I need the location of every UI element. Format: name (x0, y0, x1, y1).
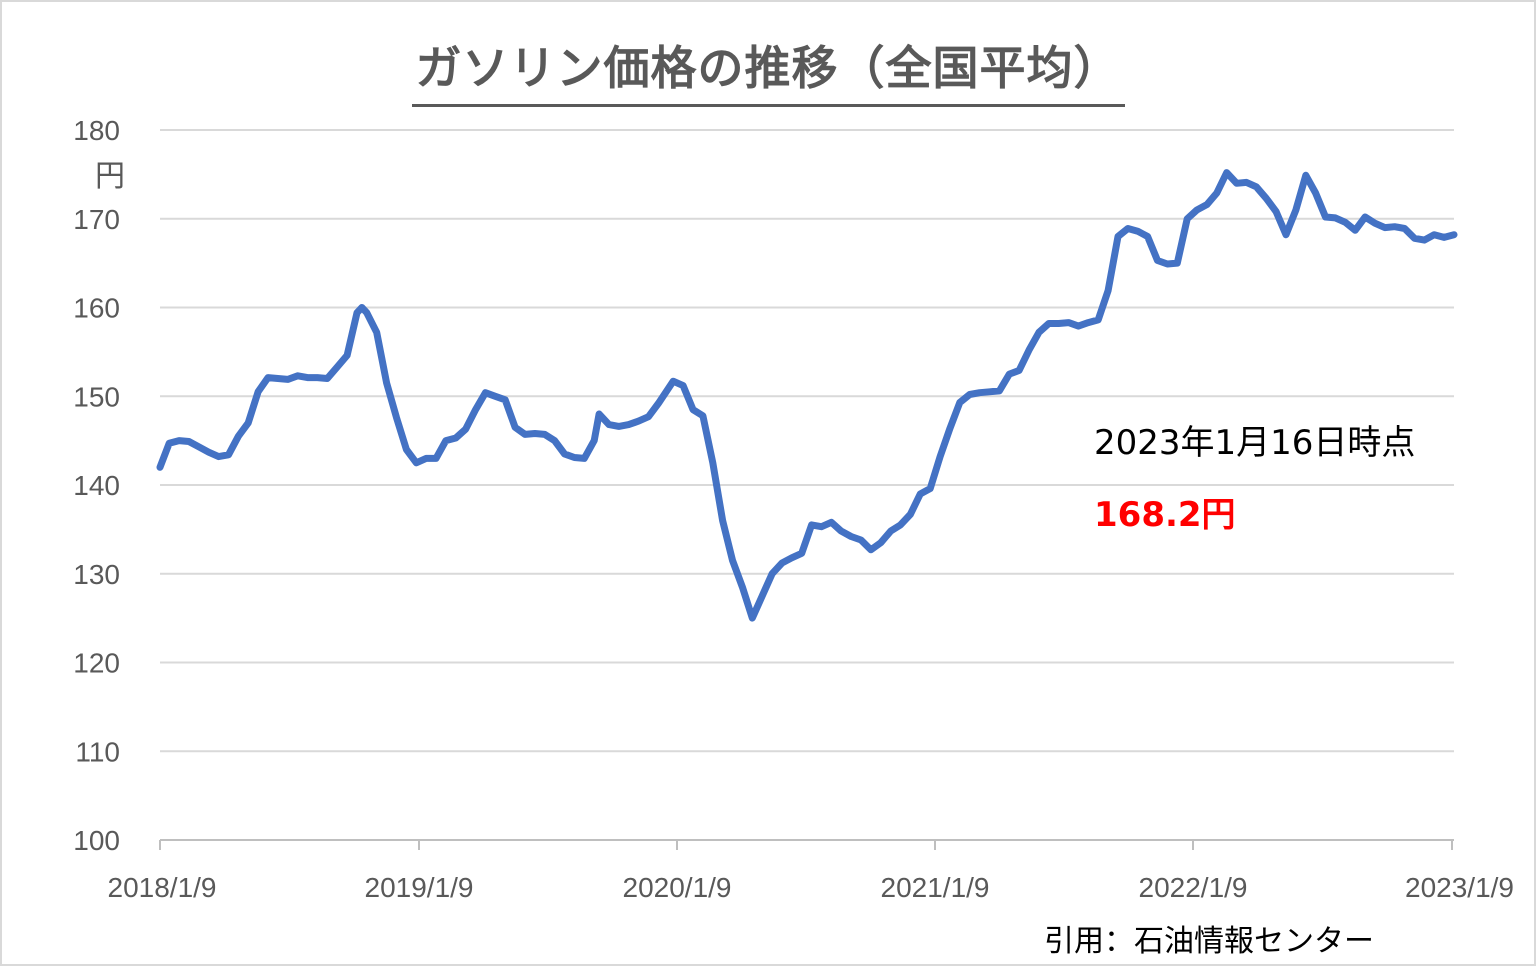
x-tick-label-5: 2023/1/9 (1405, 872, 1514, 903)
x-tick-labels: 2018/1/9 2019/1/9 2020/1/9 2021/1/9 2022/1/9… (108, 872, 1515, 903)
x-tick-label-1: 2019/1/9 (365, 872, 474, 903)
series-group (156, 169, 1458, 622)
y-tick-170: 170 (73, 204, 120, 235)
chart-title-text: ガソリン価格の推移（全国平均） (411, 32, 1125, 107)
annotation-date: 2023年1月16日時点 (1094, 423, 1415, 463)
source-credit: 引用：石油情報センター (1044, 924, 1374, 959)
y-tick-110: 110 (75, 736, 120, 767)
x-tick-label-3: 2021/1/9 (881, 872, 990, 903)
gridlines (160, 129, 1454, 753)
y-tick-180: 180 (73, 115, 120, 146)
y-tick-120: 120 (73, 648, 120, 679)
x-tick-label-4: 2022/1/9 (1139, 872, 1248, 903)
y-tick-140: 140 (73, 470, 120, 501)
y-tick-150: 150 (73, 381, 120, 412)
y-tick-labels: 100 110 120 130 140 150 160 170 180 (73, 115, 120, 856)
chart-title: ガソリン価格の推移（全国平均） (2, 32, 1534, 107)
y-axis-unit-label: 円 (95, 159, 125, 194)
y-tick-130: 130 (73, 559, 120, 590)
annotation-value: 168.2円 (1094, 495, 1236, 535)
x-tick-label-0: 2018/1/9 (108, 872, 217, 903)
series-line-0 (156, 169, 1458, 622)
x-tick-label-2: 2020/1/9 (623, 872, 732, 903)
y-tick-100: 100 (73, 825, 120, 856)
axes (159, 839, 1454, 850)
y-tick-160: 160 (73, 293, 120, 324)
